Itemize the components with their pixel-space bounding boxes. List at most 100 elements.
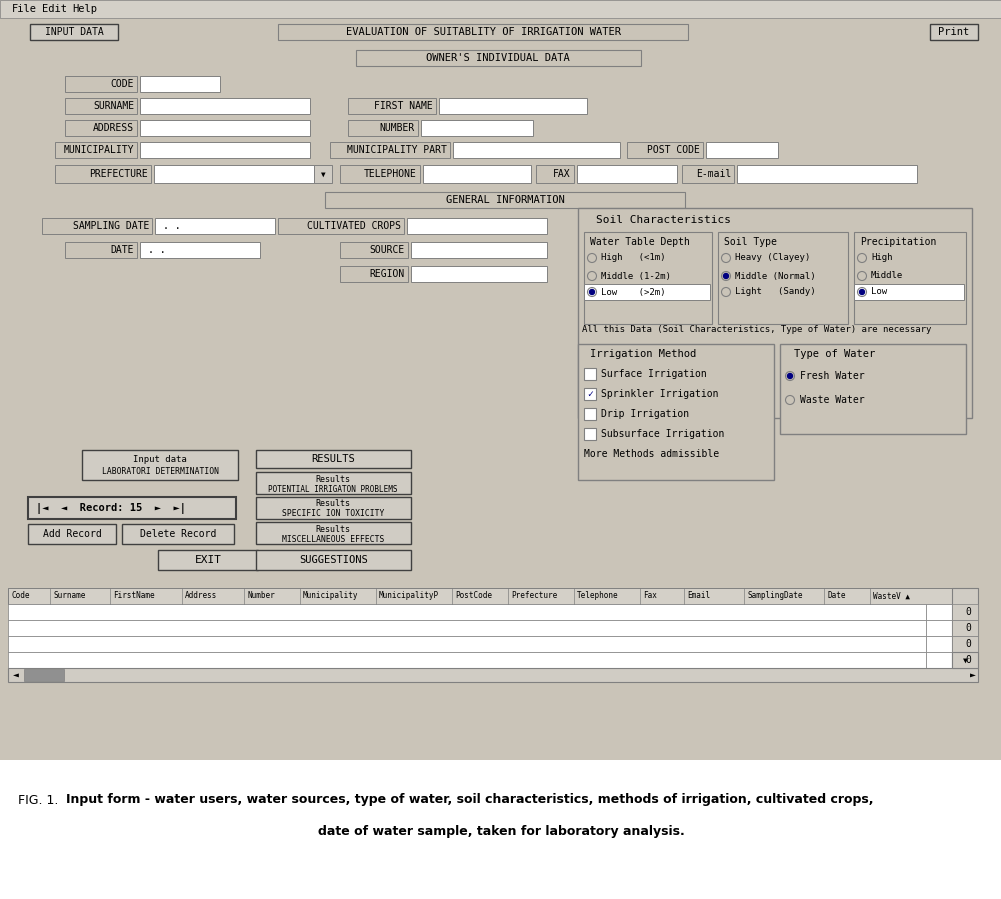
Text: NUMBER: NUMBER <box>379 123 415 133</box>
Text: SURNAME: SURNAME <box>93 101 134 111</box>
Bar <box>952 636 978 652</box>
Bar <box>411 242 547 258</box>
Bar <box>952 652 978 668</box>
Text: Middle (Normal): Middle (Normal) <box>735 271 816 280</box>
Text: Middle: Middle <box>871 271 903 280</box>
Text: Edit: Edit <box>42 4 67 14</box>
Text: FIRST NAME: FIRST NAME <box>374 101 433 111</box>
Bar <box>330 142 450 158</box>
Text: High   (<1m): High (<1m) <box>601 254 666 263</box>
Text: PostCode: PostCode <box>455 592 492 601</box>
Bar <box>952 652 978 668</box>
Bar <box>439 98 587 114</box>
Circle shape <box>590 289 595 295</box>
Bar <box>0 0 1001 760</box>
Bar <box>65 242 137 258</box>
Text: Number: Number <box>247 592 274 601</box>
Bar <box>407 218 547 234</box>
Bar <box>155 218 275 234</box>
Text: Results: Results <box>315 475 350 484</box>
Text: WasteV ▲: WasteV ▲ <box>873 592 910 601</box>
Bar <box>584 232 712 324</box>
Text: ▼: ▼ <box>320 170 325 179</box>
Text: 0: 0 <box>965 639 971 649</box>
Text: Low: Low <box>871 288 887 297</box>
Bar <box>278 24 688 40</box>
Text: Light   (Sandy): Light (Sandy) <box>735 288 816 297</box>
Bar <box>65 76 137 92</box>
Text: Code: Code <box>11 592 29 601</box>
Text: Date: Date <box>827 592 846 601</box>
Bar <box>584 408 596 420</box>
Bar <box>926 652 978 668</box>
Text: More Methods admissible: More Methods admissible <box>584 449 719 459</box>
Bar <box>584 428 596 440</box>
Text: Email: Email <box>687 592 710 601</box>
Bar <box>42 218 152 234</box>
Bar <box>55 142 137 158</box>
Bar <box>340 165 420 183</box>
Bar <box>140 98 310 114</box>
Text: Telephone: Telephone <box>577 592 619 601</box>
Text: ADDRESS: ADDRESS <box>93 123 134 133</box>
Text: Soil Characteristics: Soil Characteristics <box>596 215 731 225</box>
Text: GENERAL INFORMATION: GENERAL INFORMATION <box>445 195 565 205</box>
Text: Results: Results <box>315 524 350 533</box>
Bar <box>65 120 137 136</box>
Bar <box>140 120 310 136</box>
Text: PREFECTURE: PREFECTURE <box>89 169 148 179</box>
Bar <box>8 636 926 652</box>
Text: ✓: ✓ <box>587 389 593 399</box>
Text: INPUT DATA: INPUT DATA <box>45 27 103 37</box>
Text: Type of Water: Type of Water <box>794 349 875 359</box>
Bar <box>536 165 574 183</box>
Bar <box>55 165 151 183</box>
Bar <box>627 142 703 158</box>
Text: High: High <box>871 254 893 263</box>
Text: MUNICIPALITY: MUNICIPALITY <box>63 145 134 155</box>
Text: File: File <box>12 4 37 14</box>
Bar <box>423 165 531 183</box>
Bar <box>140 76 220 92</box>
Bar <box>278 218 404 234</box>
Bar <box>28 497 236 519</box>
Text: SamplingDate: SamplingDate <box>747 592 803 601</box>
Bar <box>65 98 137 114</box>
Text: CULTIVATED CROPS: CULTIVATED CROPS <box>307 221 401 231</box>
Text: ▼: ▼ <box>963 655 968 664</box>
Text: RESULTS: RESULTS <box>311 454 355 464</box>
Text: Address: Address <box>185 592 217 601</box>
Text: date of water sample, taken for laboratory analysis.: date of water sample, taken for laborato… <box>317 825 685 839</box>
Text: POTENTIAL IRRIGATON PROBLEMS: POTENTIAL IRRIGATON PROBLEMS <box>268 485 397 494</box>
Text: Print: Print <box>938 27 970 37</box>
Bar <box>578 344 774 480</box>
Text: Input data: Input data <box>133 456 187 465</box>
Bar <box>8 588 978 604</box>
Text: FirstName: FirstName <box>113 592 154 601</box>
Bar <box>926 604 978 620</box>
Text: SAMPLING DATE: SAMPLING DATE <box>73 221 149 231</box>
Bar <box>348 120 418 136</box>
Bar <box>340 266 408 282</box>
Text: 0: 0 <box>965 623 971 633</box>
Text: POST CODE: POST CODE <box>647 145 700 155</box>
Text: SUGGESTIONS: SUGGESTIONS <box>299 555 368 565</box>
Text: Municipality: Municipality <box>303 592 358 601</box>
Bar <box>780 344 966 434</box>
Text: Sprinkler Irrigation: Sprinkler Irrigation <box>601 389 719 399</box>
Text: CODE: CODE <box>110 79 134 89</box>
Bar <box>8 620 926 636</box>
Text: Input form - water users, water sources, type of water, soil characteristics, me: Input form - water users, water sources,… <box>66 794 874 806</box>
Bar <box>348 98 436 114</box>
Bar <box>256 472 411 494</box>
Bar <box>411 266 547 282</box>
Text: . .: . . <box>163 221 180 231</box>
Text: Delete Record: Delete Record <box>140 529 216 539</box>
Text: 0: 0 <box>965 607 971 617</box>
Text: Surname: Surname <box>53 592 85 601</box>
Bar <box>256 522 411 544</box>
Bar <box>340 242 408 258</box>
Bar <box>421 120 533 136</box>
Text: LABORATORI DETERMINATION: LABORATORI DETERMINATION <box>101 467 218 476</box>
Bar <box>584 368 596 380</box>
